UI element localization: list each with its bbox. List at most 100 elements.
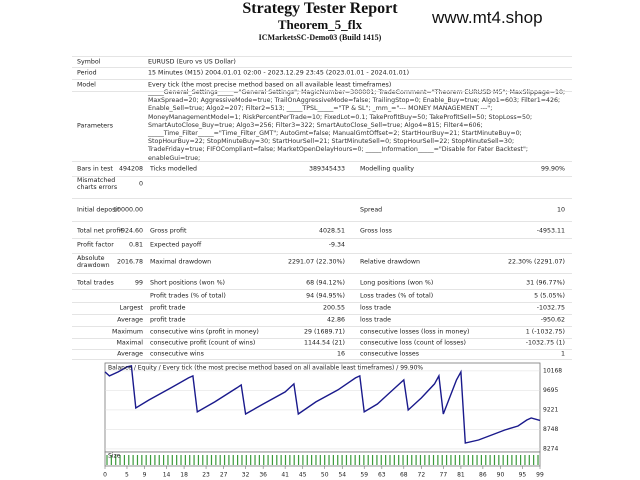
separator <box>72 338 572 339</box>
x-tick-label: 72 <box>418 472 426 479</box>
balance-line <box>104 365 541 444</box>
stat-value: 10000.00 <box>112 206 143 214</box>
stat-value: 16 <box>336 350 345 358</box>
y-tick-label: 8274 <box>543 445 558 452</box>
legend: Balance / Equity / Every tick (the most … <box>108 365 423 372</box>
stat-value: 2016.78 <box>116 258 143 266</box>
stat-value: 4028.51 <box>318 227 345 235</box>
x-tick-label: 5 <box>125 472 129 479</box>
x-tick-label: 99 <box>536 472 544 479</box>
x-tick-label: 95 <box>519 472 527 479</box>
stat-value: 389345433 <box>308 165 345 173</box>
separator <box>72 314 572 315</box>
size-label: Size <box>108 453 121 460</box>
report-title: Strategy Tester Report <box>242 0 398 17</box>
watermark: www.mt4.shop <box>432 8 543 27</box>
stat-label: Maximal drawdown <box>150 258 212 266</box>
x-tick-label: 50 <box>321 472 329 479</box>
separator <box>72 221 572 222</box>
stat-value: -950.62 <box>540 316 565 324</box>
stat-label: consecutive losses <box>360 350 420 358</box>
y-tick-label: 8748 <box>543 426 558 433</box>
separator <box>72 176 572 177</box>
stat-value: 0 <box>138 180 143 188</box>
stat-label: Expected payoff <box>150 241 202 249</box>
x-tick-label: 59 <box>360 472 368 479</box>
server: ICMarketsSC-Demo03 (Build 1415) <box>258 33 382 42</box>
x-tick-label: 54 <box>338 472 346 479</box>
stat-label: Modelling quality <box>360 165 414 173</box>
stat-value: -9.34 <box>328 241 345 249</box>
stat-label: Loss trades (% of total) <box>360 292 434 300</box>
separator <box>72 273 572 274</box>
separator <box>72 289 572 290</box>
stat-label: Average <box>117 350 143 358</box>
separator <box>72 253 572 254</box>
x-tick-label: 90 <box>497 472 505 479</box>
stat-label: Relative drawdown <box>360 258 420 266</box>
separator <box>72 91 572 92</box>
stat-value: -924.60 <box>118 227 143 235</box>
x-tick-label: 41 <box>281 472 289 479</box>
separator <box>72 56 572 57</box>
stat-label: Ticks modelled <box>150 165 198 173</box>
stat-label: Total trades <box>77 279 114 287</box>
stat-value: 10 <box>556 206 565 214</box>
stat-value: 22.30% (2291.07) <box>508 258 565 266</box>
stat-label: Largest <box>119 304 143 312</box>
stat-label: consecutive loss (count of losses) <box>360 339 466 347</box>
x-tick-label: 9 <box>143 472 147 479</box>
stat-label: profit trade <box>150 304 186 312</box>
x-tick-label: 36 <box>259 472 267 479</box>
separator <box>72 238 572 239</box>
stat-label: consecutive losses (loss in money) <box>360 328 470 336</box>
stat-label: Average <box>117 316 143 324</box>
setting-label: Period <box>77 69 97 77</box>
stat-value: 94 (94.95%) <box>306 292 345 300</box>
stat-label: Gross loss <box>360 227 392 235</box>
x-tick-label: 14 <box>163 472 171 479</box>
setting-label: Symbol <box>77 58 101 66</box>
y-tick-label: 10168 <box>543 367 562 374</box>
separator <box>72 79 572 80</box>
stat-label: loss trade <box>360 316 391 324</box>
x-tick-label: 0 <box>103 472 107 479</box>
setting-value: _____General_Settings_____="General Sett… <box>148 89 566 162</box>
stat-label: profit trade <box>150 316 186 324</box>
stat-label: Short positions (won %) <box>150 279 226 287</box>
stat-label: Profit trades (% of total) <box>150 292 226 300</box>
separator <box>72 161 572 162</box>
stat-value: 29 (1689.71) <box>304 328 345 336</box>
stat-label: Spread <box>360 206 383 214</box>
stat-value: 68 (94.12%) <box>306 279 345 287</box>
stat-label: Long positions (won %) <box>360 279 434 287</box>
plot-frame <box>104 362 541 453</box>
x-tick-label: 63 <box>378 472 386 479</box>
size-frame <box>104 451 541 467</box>
stat-value: 494208 <box>118 165 143 173</box>
stat-value: 1 <box>560 350 565 358</box>
separator <box>72 359 572 360</box>
setting-value: EURUSD (Euro vs US Dollar) <box>148 58 236 66</box>
x-tick-label: 77 <box>440 472 448 479</box>
x-tick-label: 45 <box>299 472 307 479</box>
stat-value: 99.90% <box>540 165 565 173</box>
stat-label: Profit factor <box>77 241 114 249</box>
setting-value: Every tick (the most precise method base… <box>148 81 392 89</box>
stat-value: 5 (5.05%) <box>534 292 565 300</box>
setting-label: Parameters <box>77 122 114 130</box>
stat-label: Maximum <box>111 328 143 336</box>
x-tick-label: 23 <box>202 472 210 479</box>
stat-label: Bars in test <box>77 165 113 173</box>
separator <box>72 326 572 327</box>
stat-label: loss trade <box>360 304 391 312</box>
stat-label: Mismatched charts errors <box>77 177 118 191</box>
stat-value: 1 (-1032.75) <box>525 328 565 336</box>
stat-label: consecutive wins (profit in money) <box>150 328 259 336</box>
stat-label: Total net profit <box>77 227 123 235</box>
expert-name: Theorem_5_flx <box>277 17 363 32</box>
separator <box>72 198 572 199</box>
x-tick-label: 18 <box>180 472 188 479</box>
stat-value: -1032.75 (1) <box>525 339 565 347</box>
